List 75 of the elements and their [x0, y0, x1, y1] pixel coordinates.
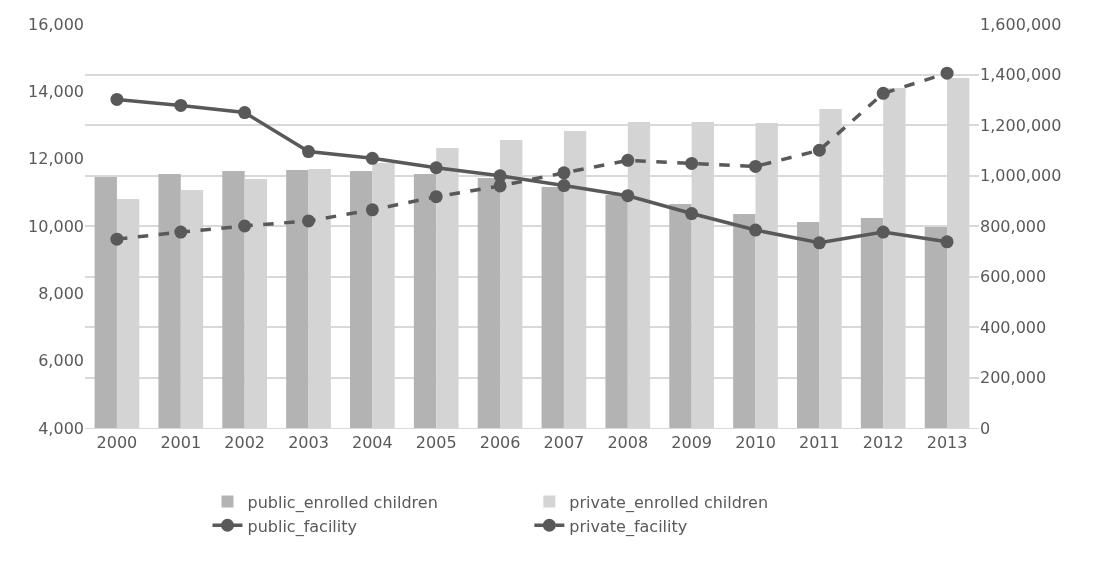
y-tick-label: 14,000 [28, 81, 84, 101]
bar [605, 194, 628, 428]
x-tick-label: 2009 [671, 433, 712, 453]
y-tick-label: 6,000 [38, 351, 84, 371]
x-tick-label: 2010 [735, 433, 776, 453]
bar [669, 204, 692, 428]
y-tick-label: 12,000 [28, 149, 84, 169]
point [876, 225, 890, 239]
y-tick-label: 8,000 [38, 283, 84, 303]
point [429, 190, 443, 204]
legend-label: public_enrolled children [247, 492, 438, 513]
point [812, 143, 826, 157]
x-tick-label: 2013 [926, 433, 968, 453]
x-tick-label: 2000 [96, 433, 138, 453]
legend-label: private_enrolled children [569, 492, 769, 513]
bar [924, 227, 948, 428]
x-tick-label: 2006 [479, 433, 521, 453]
point [238, 106, 252, 120]
x-tick-label: 2002 [224, 433, 265, 453]
y-tick-label: 4,000 [38, 418, 84, 438]
y-tick-label: 16,000 [28, 14, 84, 34]
y2-tick-label: 1,600,000 [980, 14, 1062, 34]
point [749, 159, 762, 173]
point [238, 219, 252, 233]
point [940, 235, 954, 249]
bar [222, 170, 245, 428]
y2-tick-label: 200,000 [980, 368, 1047, 388]
y-tick-label: 10,000 [28, 216, 84, 236]
bar [94, 177, 117, 428]
point [685, 207, 699, 221]
y2-tick-label: 0 [980, 418, 991, 438]
point [174, 98, 188, 112]
y2-tick-label: 1,200,000 [980, 115, 1062, 135]
point [493, 179, 507, 193]
point [685, 156, 699, 170]
x-tick-label: 2005 [415, 433, 457, 453]
point [621, 189, 635, 203]
x-tick-label: 2007 [543, 433, 585, 453]
point [365, 151, 379, 165]
y2-tick-label: 1,000,000 [980, 166, 1062, 186]
point [557, 179, 571, 193]
legend-label: private_facility [569, 516, 688, 537]
x-tick-label: 2001 [160, 433, 202, 453]
bar [541, 187, 564, 428]
bar [350, 170, 373, 428]
y2-tick-label: 400,000 [980, 317, 1047, 337]
point [365, 203, 379, 217]
x-tick-label: 2012 [862, 433, 904, 453]
point [557, 166, 571, 180]
point [110, 232, 124, 246]
bar [860, 217, 884, 428]
y2-tick-label: 1,400,000 [980, 65, 1062, 85]
x-tick-label: 2004 [352, 433, 393, 453]
bar [413, 173, 437, 428]
point [302, 145, 315, 159]
legend-label: public_facility [247, 516, 357, 537]
bar [797, 221, 820, 428]
point [621, 153, 635, 167]
bar [733, 213, 756, 428]
y2-tick-label: 600,000 [980, 267, 1047, 287]
point [876, 86, 890, 100]
point [302, 214, 315, 228]
point [812, 236, 826, 250]
bar [286, 169, 309, 428]
point [749, 223, 762, 237]
point [110, 92, 124, 106]
x-tick-label: 2011 [799, 433, 840, 453]
point [940, 66, 954, 80]
x-tick-label: 2003 [288, 433, 329, 453]
x-tick-label: 2008 [607, 433, 649, 453]
bar [477, 178, 501, 428]
point [429, 161, 443, 175]
point [174, 225, 188, 239]
y2-tick-label: 800,000 [980, 216, 1047, 236]
bar [158, 173, 181, 428]
